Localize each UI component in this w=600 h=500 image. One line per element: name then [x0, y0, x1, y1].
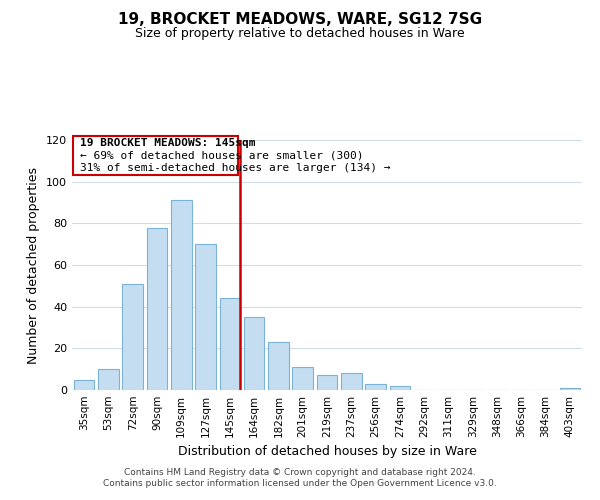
Text: 19, BROCKET MEADOWS, WARE, SG12 7SG: 19, BROCKET MEADOWS, WARE, SG12 7SG: [118, 12, 482, 28]
Bar: [122, 284, 143, 390]
Bar: [268, 342, 289, 390]
Y-axis label: Number of detached properties: Number of detached properties: [28, 166, 40, 364]
Bar: [74, 380, 94, 390]
Bar: [560, 388, 580, 390]
Text: Size of property relative to detached houses in Ware: Size of property relative to detached ho…: [135, 28, 465, 40]
Bar: [292, 367, 313, 390]
Bar: [146, 228, 167, 390]
X-axis label: Distribution of detached houses by size in Ware: Distribution of detached houses by size …: [178, 446, 476, 458]
Bar: [389, 386, 410, 390]
Bar: [195, 244, 216, 390]
Bar: [317, 376, 337, 390]
Bar: [341, 374, 362, 390]
Text: Contains HM Land Registry data © Crown copyright and database right 2024.
Contai: Contains HM Land Registry data © Crown c…: [103, 468, 497, 487]
Bar: [365, 384, 386, 390]
Text: 19 BROCKET MEADOWS: 145sqm: 19 BROCKET MEADOWS: 145sqm: [80, 138, 256, 148]
Bar: [98, 369, 119, 390]
Text: 31% of semi-detached houses are larger (134) →: 31% of semi-detached houses are larger (…: [80, 163, 391, 173]
Bar: [220, 298, 240, 390]
Text: ← 69% of detached houses are smaller (300): ← 69% of detached houses are smaller (30…: [80, 150, 364, 160]
Bar: [73, 136, 238, 175]
Bar: [171, 200, 191, 390]
Bar: [244, 317, 265, 390]
